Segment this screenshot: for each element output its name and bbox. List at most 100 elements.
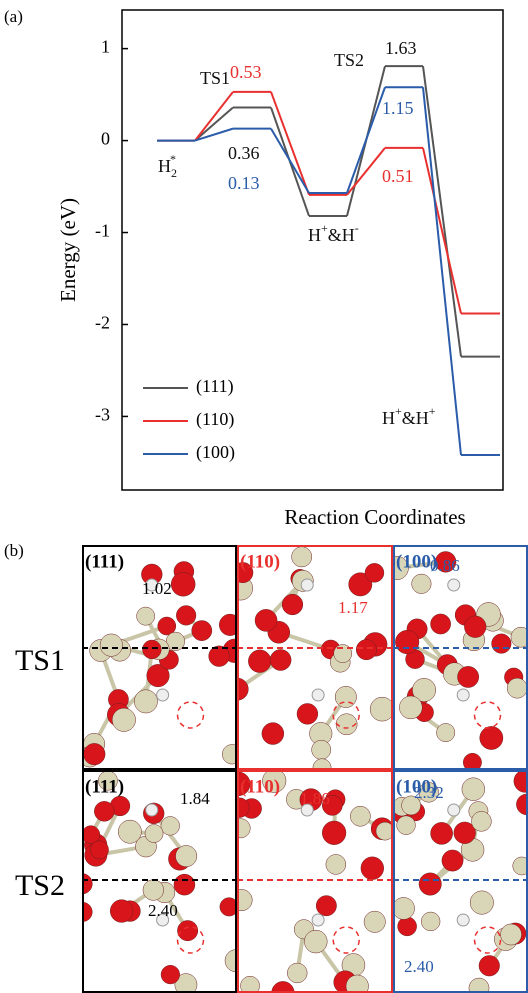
- atom: [399, 695, 423, 720]
- panel-label: (b): [4, 541, 24, 560]
- atom: [479, 726, 504, 750]
- atom: [237, 889, 253, 912]
- structure-image: [237, 770, 393, 993]
- energy-connector: [422, 147, 462, 314]
- atom: [360, 856, 384, 880]
- structure-image: [82, 561, 237, 768]
- atom: [463, 753, 482, 770]
- y-tick-label: -2: [95, 313, 110, 333]
- atom: [322, 795, 343, 816]
- atom: [175, 845, 198, 868]
- vacancy: [176, 701, 205, 729]
- atom: [401, 795, 421, 816]
- atom: [312, 758, 332, 770]
- annotation: TS1: [200, 68, 230, 88]
- legend-label: (111): [196, 376, 234, 397]
- atom: [304, 929, 328, 954]
- atom: [83, 743, 106, 766]
- energy-connector: [270, 91, 310, 196]
- atom-h: [311, 913, 325, 927]
- annotation: 1.15: [382, 98, 414, 118]
- legend-label: (100): [196, 442, 235, 463]
- atom: [506, 677, 528, 699]
- atom: [469, 890, 494, 915]
- distance-label: 2.32: [414, 783, 444, 802]
- atom: [269, 649, 292, 671]
- annotation-part: &H: [402, 408, 429, 428]
- annotation-part: H: [308, 225, 321, 245]
- atom: [262, 770, 287, 793]
- annotation-part: 0.51: [382, 166, 414, 186]
- annotation: 0.13: [228, 173, 260, 193]
- atom-h: [145, 578, 159, 592]
- annotation-part: 0.53: [230, 62, 262, 82]
- annotation-part: TS1: [200, 68, 230, 88]
- atom-h: [145, 803, 159, 817]
- facet-label: (110): [240, 776, 280, 797]
- atom: [219, 613, 237, 636]
- atom: [261, 722, 285, 745]
- atom-h: [456, 688, 470, 702]
- atom-h: [156, 913, 170, 927]
- atom: [500, 923, 522, 946]
- atom: [144, 824, 164, 843]
- atom: [397, 916, 417, 937]
- cell-frame: [393, 545, 528, 770]
- atom: [111, 707, 136, 732]
- y-tick-label: 1: [101, 37, 110, 57]
- vacancy: [332, 701, 360, 729]
- atom: [142, 639, 162, 660]
- atom: [335, 713, 358, 736]
- atom-h: [156, 688, 170, 702]
- atom: [248, 649, 272, 673]
- annotation-part: H: [158, 156, 171, 176]
- atom: [345, 974, 369, 993]
- y-tick-label: 0: [101, 129, 110, 149]
- atom: [291, 546, 313, 568]
- atom: [513, 770, 528, 793]
- x-axis-label: Reaction Coordinates: [284, 505, 465, 529]
- atom: [191, 620, 213, 641]
- atom: [471, 811, 492, 832]
- cell-frame: [82, 770, 237, 993]
- distance-label: 1.17: [338, 598, 368, 617]
- atom: [461, 777, 485, 801]
- atom: [411, 573, 432, 594]
- atom: [222, 744, 237, 765]
- distance-label: 1.86: [300, 789, 330, 808]
- atom: [453, 821, 476, 844]
- atom-h: [300, 803, 314, 817]
- atom: [333, 644, 353, 663]
- atom: [90, 840, 109, 860]
- atom: [134, 689, 158, 714]
- legend-label: (110): [196, 409, 234, 430]
- atom: [350, 805, 371, 827]
- annotation-part: +: [429, 404, 436, 418]
- facet-label: (100): [396, 551, 437, 572]
- annotation: H2*: [158, 152, 177, 180]
- atom-h: [311, 688, 325, 702]
- facet-label: (111): [85, 776, 124, 797]
- atom: [512, 856, 528, 876]
- atom: [396, 815, 416, 835]
- structure-image: [237, 546, 393, 770]
- atom: [287, 962, 308, 984]
- atom: [421, 911, 441, 932]
- energy-connector: [194, 91, 234, 142]
- atom: [375, 821, 393, 841]
- cell-frame: [237, 545, 393, 770]
- annotation-part: 1.15: [382, 98, 414, 118]
- atom: [94, 801, 115, 822]
- atom: [395, 630, 420, 655]
- annotation: H+&H-: [308, 221, 359, 245]
- distance-label: 2.40: [404, 957, 434, 976]
- energy-connector: [422, 65, 462, 357]
- energy-connector: [194, 127, 234, 142]
- annotation-part: 0.13: [228, 173, 260, 193]
- vacancy: [176, 926, 205, 954]
- atom: [315, 895, 337, 917]
- y-tick-label: -3: [95, 405, 110, 425]
- atom: [136, 606, 155, 626]
